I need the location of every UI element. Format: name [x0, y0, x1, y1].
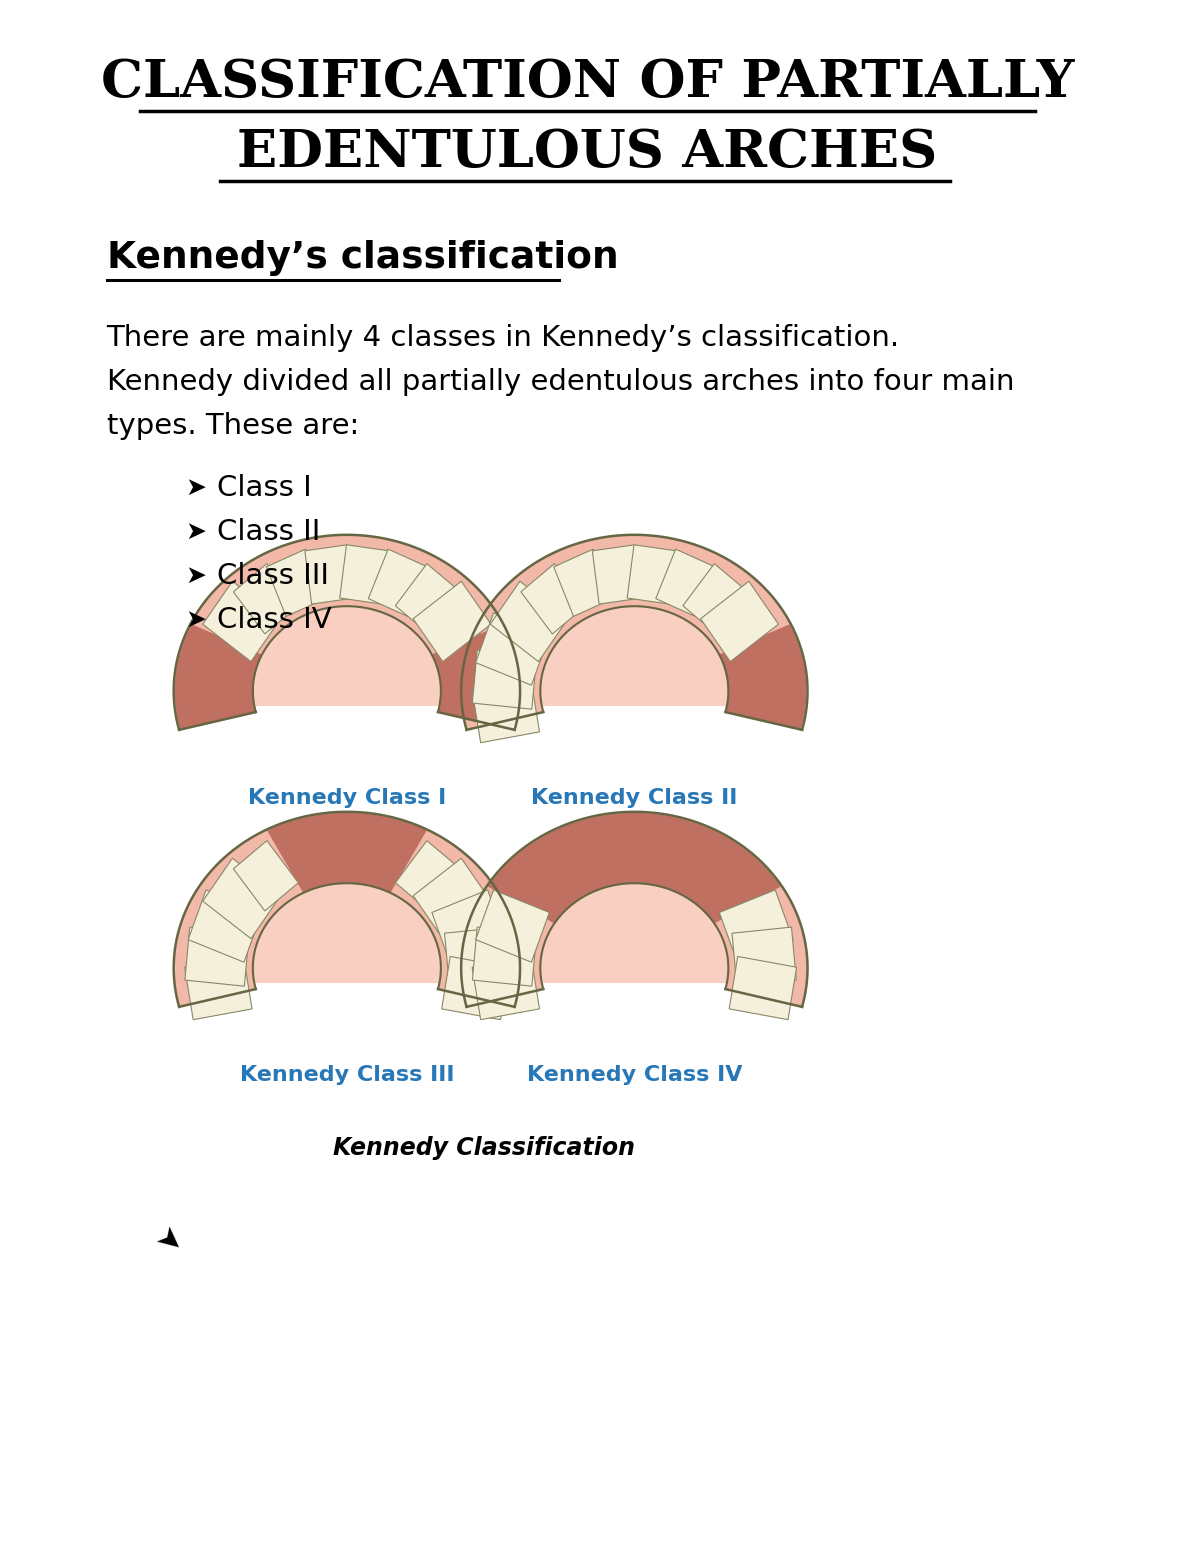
Text: Kennedy Class I: Kennedy Class I	[247, 787, 446, 808]
Polygon shape	[253, 606, 440, 713]
Polygon shape	[491, 581, 568, 662]
Polygon shape	[413, 859, 491, 938]
Polygon shape	[266, 550, 325, 617]
Text: Class I: Class I	[217, 474, 312, 502]
Polygon shape	[683, 564, 748, 634]
Text: Kennedy Class IV: Kennedy Class IV	[527, 1065, 742, 1086]
Polygon shape	[553, 550, 613, 617]
Polygon shape	[432, 890, 505, 963]
Polygon shape	[413, 581, 491, 662]
Text: ➤: ➤	[186, 564, 206, 589]
Polygon shape	[233, 564, 299, 634]
Polygon shape	[472, 679, 540, 742]
Polygon shape	[732, 927, 797, 986]
Text: CLASSIFICATION OF PARTIALLY: CLASSIFICATION OF PARTIALLY	[101, 57, 1074, 109]
Text: Class IV: Class IV	[217, 606, 331, 634]
Polygon shape	[475, 613, 550, 685]
Polygon shape	[185, 927, 250, 986]
Polygon shape	[174, 812, 520, 1006]
Polygon shape	[175, 624, 263, 730]
Text: Class III: Class III	[217, 562, 329, 590]
Polygon shape	[203, 859, 281, 938]
Polygon shape	[473, 651, 536, 710]
Text: ➤: ➤	[186, 609, 206, 632]
Polygon shape	[475, 890, 550, 963]
Text: Kennedy’s classification: Kennedy’s classification	[107, 241, 618, 276]
Polygon shape	[431, 624, 518, 730]
Polygon shape	[540, 884, 728, 989]
Polygon shape	[305, 545, 354, 604]
Text: ➤: ➤	[186, 520, 206, 544]
Polygon shape	[268, 812, 427, 893]
Polygon shape	[593, 545, 642, 604]
Polygon shape	[442, 957, 509, 1020]
Polygon shape	[395, 564, 461, 634]
Polygon shape	[521, 564, 586, 634]
Polygon shape	[461, 812, 808, 1006]
Polygon shape	[540, 606, 728, 713]
Polygon shape	[444, 927, 509, 986]
Text: ➤: ➤	[186, 477, 206, 500]
Polygon shape	[174, 534, 520, 730]
Polygon shape	[203, 581, 281, 662]
Polygon shape	[340, 545, 389, 604]
Polygon shape	[488, 812, 781, 924]
Text: There are mainly 4 classes in Kennedy’s classification.: There are mainly 4 classes in Kennedy’s …	[107, 325, 900, 353]
Polygon shape	[461, 534, 808, 730]
Polygon shape	[233, 840, 299, 912]
Polygon shape	[719, 624, 806, 730]
Polygon shape	[368, 550, 427, 617]
Polygon shape	[395, 840, 461, 912]
Text: Kennedy Class III: Kennedy Class III	[240, 1065, 454, 1086]
Text: ➤: ➤	[149, 1224, 187, 1263]
Polygon shape	[472, 957, 540, 1020]
Polygon shape	[719, 890, 793, 963]
Text: types. These are:: types. These are:	[107, 412, 359, 439]
Polygon shape	[253, 884, 440, 989]
Polygon shape	[656, 550, 715, 617]
Polygon shape	[701, 581, 779, 662]
Polygon shape	[188, 890, 262, 963]
Polygon shape	[628, 545, 677, 604]
Polygon shape	[730, 957, 797, 1020]
Text: Kennedy Class II: Kennedy Class II	[532, 787, 738, 808]
Text: EDENTULOUS ARCHES: EDENTULOUS ARCHES	[238, 127, 937, 179]
Polygon shape	[473, 927, 536, 986]
Text: Class II: Class II	[217, 519, 320, 547]
Text: Kennedy divided all partially edentulous arches into four main: Kennedy divided all partially edentulous…	[107, 368, 1014, 396]
Polygon shape	[185, 957, 252, 1020]
Text: Kennedy Classification: Kennedy Classification	[332, 1135, 635, 1160]
